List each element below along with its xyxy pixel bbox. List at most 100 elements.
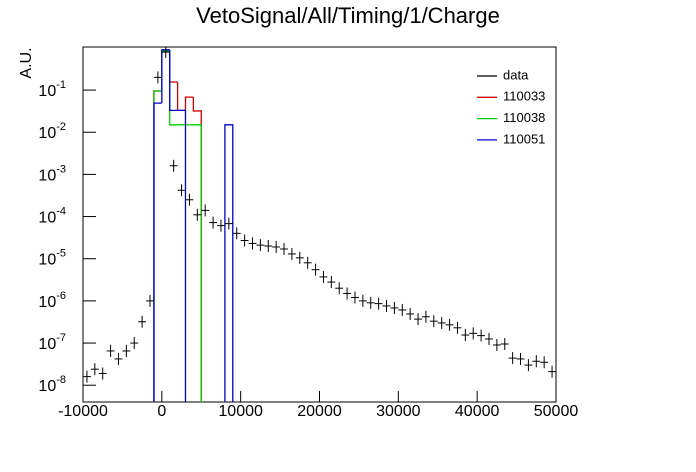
data-point [485,332,493,345]
data-point [138,315,147,328]
data-point [146,294,154,307]
y-tick-label: 10-4 [38,205,66,226]
y-tick-exponent: -5 [56,248,66,260]
data-point [295,251,304,264]
data-point [209,216,218,229]
y-tick-base: 10 [38,168,56,185]
data-point [303,256,312,269]
x-tick-label: 20000 [297,403,342,420]
data-point [217,219,225,232]
histogram-bin [224,124,234,402]
x-tick-label: 50000 [534,403,579,420]
data-point [414,313,422,326]
data-point [524,359,533,372]
data-point [461,329,470,342]
histogram-bin [193,124,202,402]
data-point [398,303,407,316]
data-point [366,296,375,309]
legend-label: data [503,67,529,82]
data-point [500,337,509,350]
data-point [477,329,486,342]
data-point [122,344,131,357]
y-tick-base: 10 [38,336,56,353]
data-point [240,234,249,247]
y-tick-base: 10 [38,294,56,311]
x-tick-label: -10000 [58,403,108,420]
data-point [177,184,186,197]
y-tick-label: 10-2 [38,121,66,142]
data-point [421,310,430,323]
data-point [201,204,210,217]
y-tick-exponent: -6 [56,290,66,302]
histogram-bin [184,96,194,111]
y-tick-exponent: -3 [56,163,66,175]
data-point [106,344,115,357]
data-point [319,270,328,283]
x-tick-label: 10000 [218,403,263,420]
chart-title: VetoSignal/All/Timing/1/Charge [196,3,500,28]
legend-label: 110038 [503,110,545,125]
y-axis-label: A.U. [18,47,35,78]
x-tick-label: 30000 [376,403,421,420]
y-tick-label: 10-1 [38,79,66,100]
data-point [153,71,162,84]
x-tick-label: 40000 [455,403,500,420]
data-point [185,193,194,206]
data-point [256,239,265,252]
data-point [548,365,556,378]
y-tick-base: 10 [38,83,56,100]
data-point [287,247,296,260]
y-tick-label: 10-7 [38,332,66,353]
data-point [311,263,320,276]
data-point [248,237,257,250]
legend-label: 110033 [503,89,545,104]
y-tick-base: 10 [38,378,56,395]
data-point [374,297,383,310]
legend-label: 110051 [503,131,545,146]
data-point [358,294,367,307]
data-point [508,352,517,365]
histogram-bin [153,102,162,402]
data-point [193,208,202,221]
y-tick-label: 10-6 [38,290,66,311]
data-point [280,243,288,256]
x-tick-label: 0 [157,403,166,420]
y-tick-label: 10-3 [38,163,66,184]
y-tick-base: 10 [38,210,56,227]
data-point [264,240,273,253]
y-tick-exponent: -8 [56,374,66,386]
data-point [224,217,233,230]
data-point [445,318,454,331]
data-point [327,276,336,289]
y-tick-label: 10-5 [38,248,66,269]
y-tick-exponent: -2 [56,121,66,133]
data-point [232,227,241,240]
data-point [83,370,91,383]
data-point [351,291,359,304]
histogram-bin [169,49,178,112]
data-point [161,47,170,58]
y-tick-label: 10-8 [38,374,66,395]
data-point [469,327,478,340]
y-tick-base: 10 [38,125,56,142]
histogram-bin [161,49,170,104]
data-point [429,315,438,328]
data-point [114,352,123,365]
data-point [390,301,399,314]
data-point [335,282,344,295]
data-point [90,363,99,376]
data-point [130,337,139,350]
histogram-bin [177,109,187,402]
data-point [382,299,391,312]
data-point [343,287,352,300]
y-tick-exponent: -4 [56,205,66,217]
data-point [532,355,541,368]
data-point [406,307,415,320]
data-point [492,338,501,351]
data-point [437,316,446,329]
data-point [516,352,525,365]
data-point [169,159,178,172]
y-tick-base: 10 [38,252,56,269]
data-point [540,356,549,369]
